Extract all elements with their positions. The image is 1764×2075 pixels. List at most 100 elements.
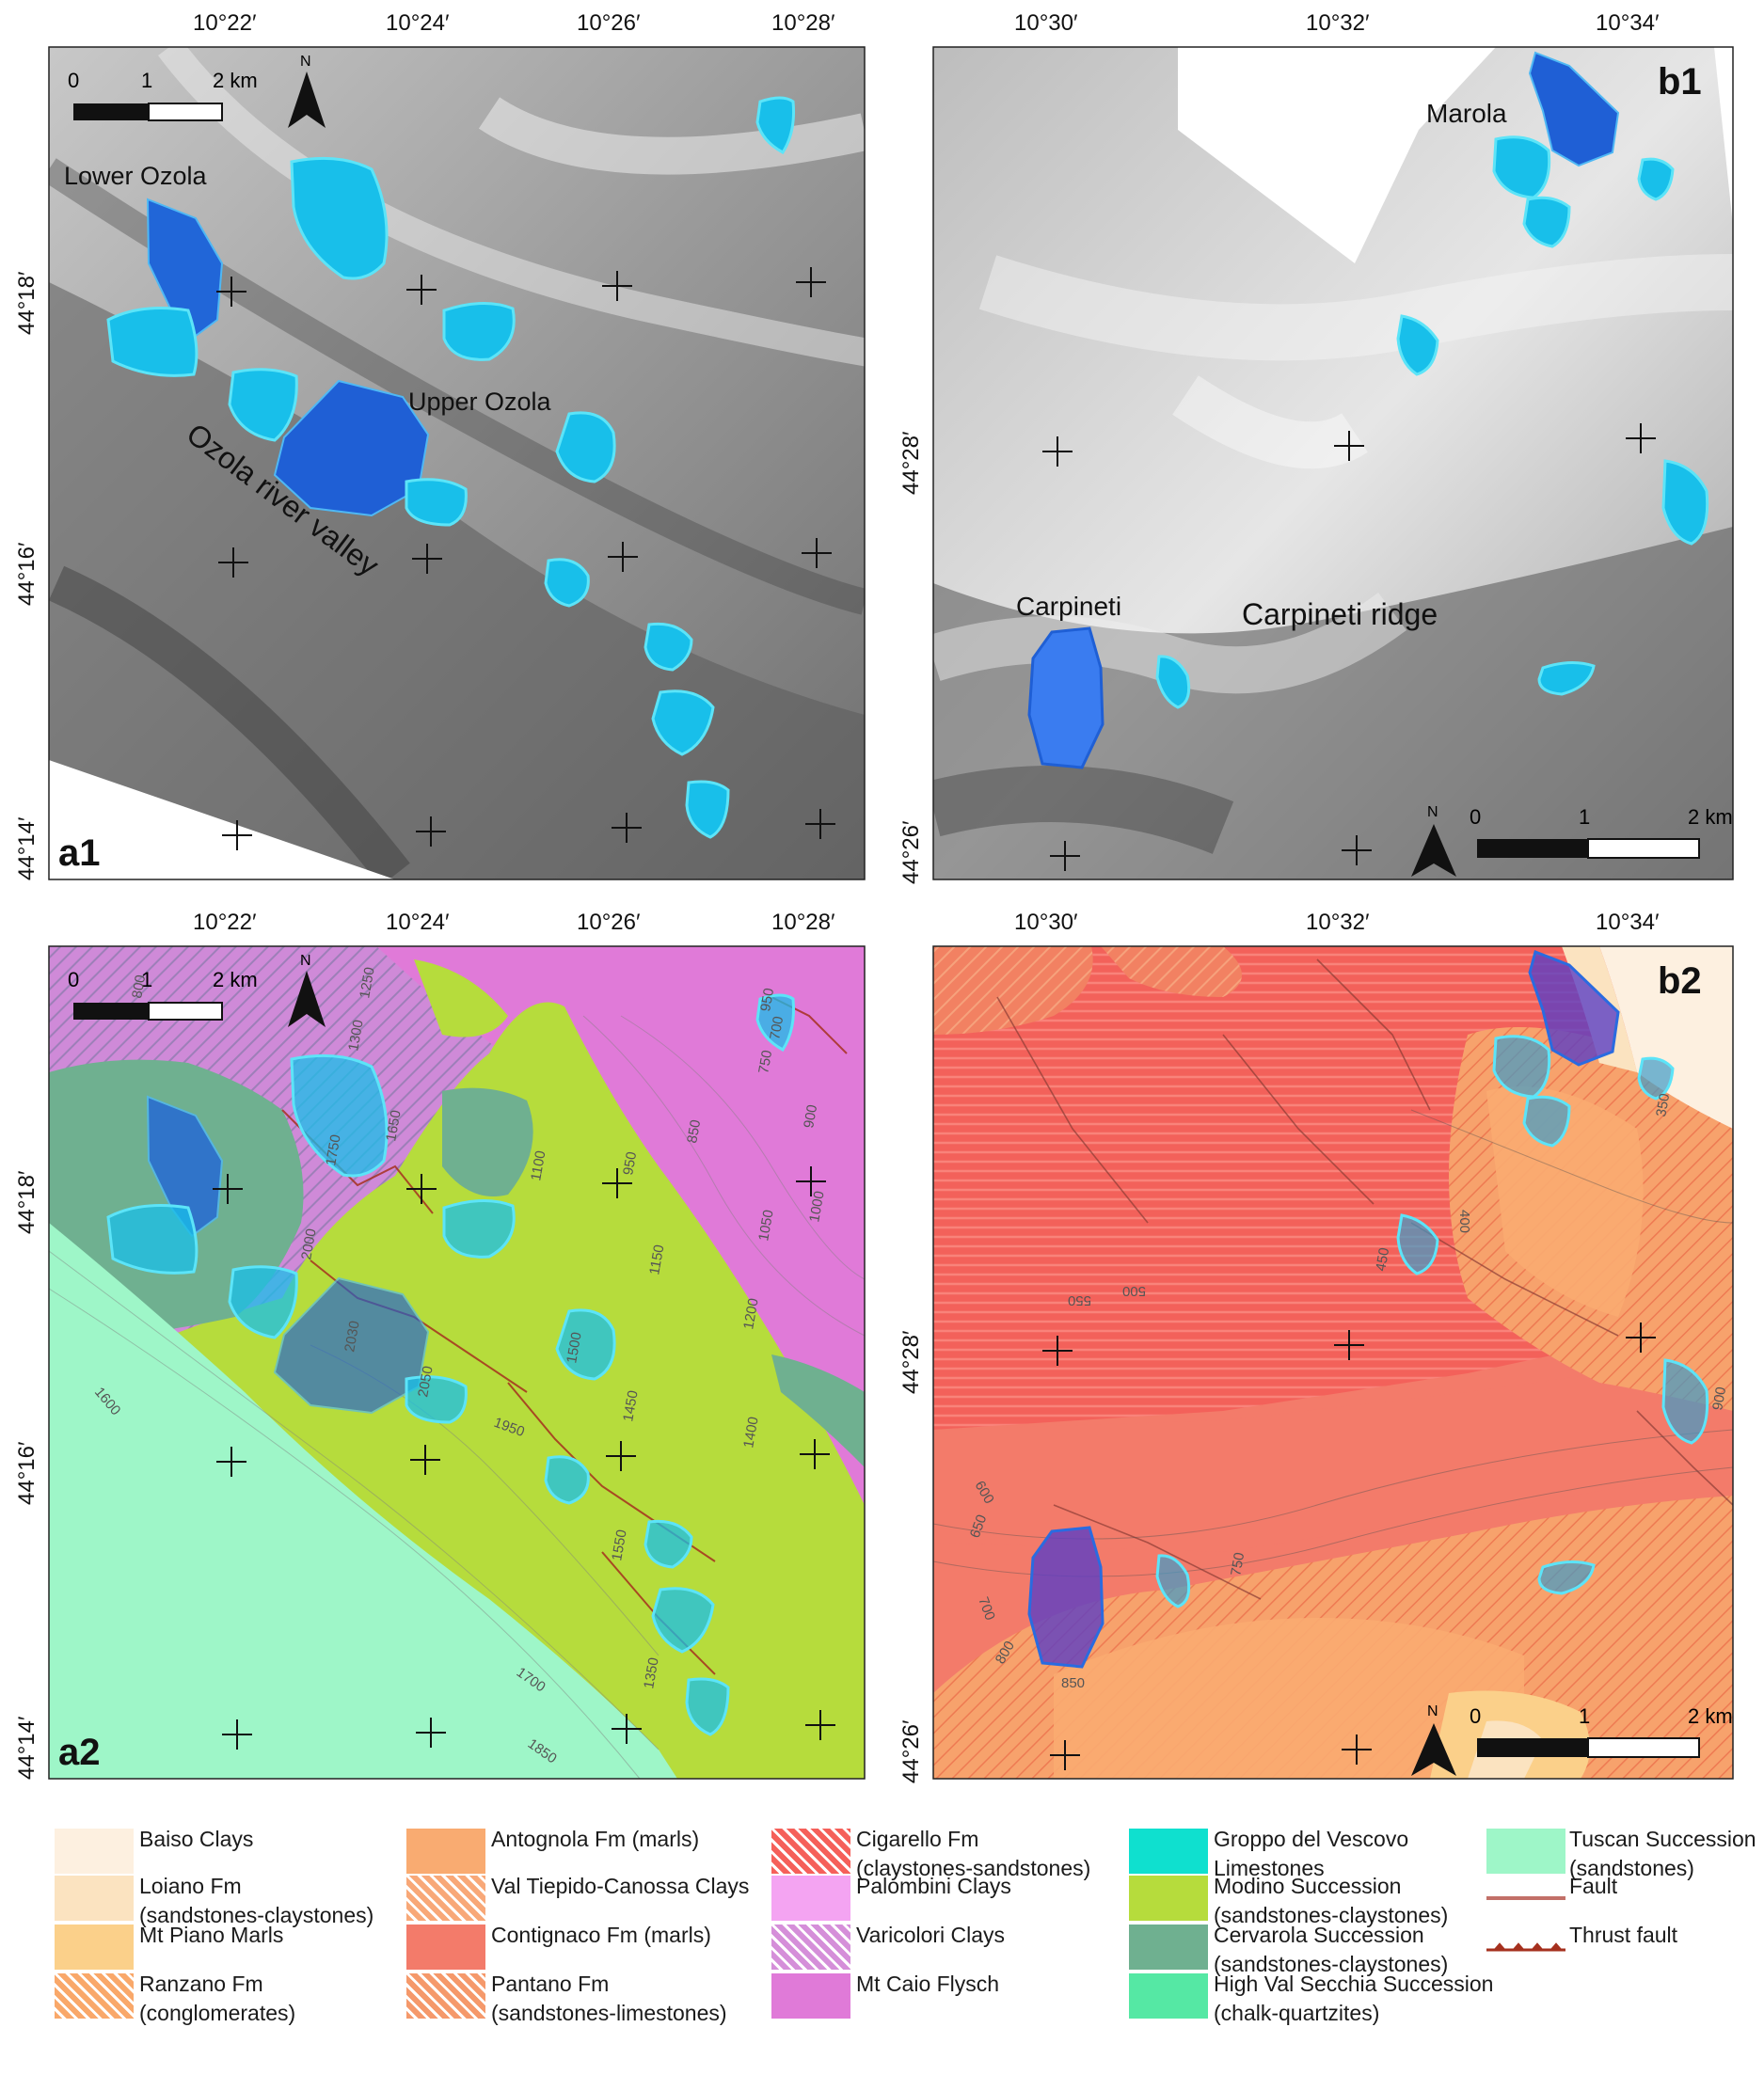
translational-landslides-b1: [1155, 135, 1709, 709]
legend-swatch-6: [406, 1925, 485, 1970]
svg-text:44°28′: 44°28′: [898, 431, 924, 495]
legend-swatch-17: [1486, 1896, 1565, 1900]
svg-text:700: 700: [767, 1015, 787, 1041]
translational-landslides-a2: [106, 993, 795, 1736]
legend-label-0: Baiso Clays: [139, 1827, 254, 1851]
svg-text:950: 950: [620, 1150, 640, 1177]
legend-swatch-9: [771, 1876, 850, 1921]
svg-text:10°32′: 10°32′: [1306, 910, 1370, 935]
legend-swatch-11: [771, 1973, 850, 2019]
graticule-a2: [213, 1166, 835, 1750]
svg-text:10°34′: 10°34′: [1596, 10, 1660, 36]
graticule-b2: [1042, 1323, 1656, 1770]
svg-text:1350: 1350: [641, 1656, 662, 1690]
north-arrow-a2: N: [288, 953, 326, 1027]
svg-text:44°16′: 44°16′: [14, 542, 40, 606]
scale-bar-b1: 0 1 2 km: [1470, 805, 1733, 859]
coordinate-labels: 10°22′ 10°24′ 10°26′ 10°28′ 10°30′ 10°32…: [14, 10, 1660, 1783]
legend-label-16: Tuscan Succession (sandstones): [1569, 1827, 1756, 1880]
svg-text:950: 950: [757, 987, 777, 1013]
svg-text:550: 550: [1068, 1292, 1091, 1308]
legend-label-1: Loiano Fm (sandstones-claystones): [139, 1874, 374, 1927]
legend-label-3: Ranzano Fm (conglomerates): [139, 1972, 296, 2025]
svg-text:900: 900: [801, 1103, 820, 1130]
legend-swatch-8: [771, 1829, 850, 1874]
svg-text:10°34′: 10°34′: [1596, 910, 1660, 935]
svg-text:10°24′: 10°24′: [386, 10, 450, 36]
label-lower-ozola: Lower Ozola: [64, 162, 208, 190]
panel-b2: 0 1 2 km N 350 400 450 500 550 600 650 7…: [932, 945, 1734, 1780]
label-carpineti: Carpineti: [1016, 592, 1121, 621]
svg-text:2050: 2050: [415, 1365, 437, 1399]
label-upper-ozola: Upper Ozola: [408, 388, 552, 416]
legend-label-9: Palombini Clays: [856, 1874, 1011, 1898]
landslide-marola-b2: [1528, 949, 1620, 1067]
panel-a2: 0 1 2 km N 800 1300 1250 950 700 750 165…: [48, 945, 866, 1780]
svg-text:800: 800: [129, 974, 149, 1000]
landslide-marola: [1528, 51, 1620, 167]
svg-text:44°26′: 44°26′: [898, 820, 924, 884]
svg-text:1000: 1000: [806, 1190, 828, 1224]
svg-text:10°30′: 10°30′: [1014, 10, 1078, 36]
label-marola: Marola: [1426, 99, 1507, 128]
scale-one: 1: [141, 69, 152, 92]
north-arrow-b2: N: [1411, 1703, 1456, 1776]
svg-text:1200: 1200: [740, 1297, 762, 1331]
legend-label-14: Cervarola Succession (sandstones-claysto…: [1214, 1923, 1449, 1976]
legend-label-6: Contignaco Fm (marls): [491, 1923, 711, 1947]
legend-swatch-7: [406, 1973, 485, 2019]
legend-label-12: Groppo del Vescovo Limestones: [1214, 1827, 1409, 1880]
svg-text:0: 0: [1470, 1704, 1481, 1728]
svg-text:1050: 1050: [755, 1209, 777, 1243]
svg-text:2030: 2030: [342, 1320, 363, 1354]
svg-text:44°18′: 44°18′: [14, 1170, 40, 1234]
svg-text:1400: 1400: [740, 1416, 762, 1449]
svg-text:1: 1: [141, 968, 152, 991]
legend-label-4: Antognola Fm (marls): [491, 1827, 700, 1851]
svg-text:1100: 1100: [528, 1149, 548, 1182]
svg-text:2 km: 2 km: [1688, 805, 1733, 829]
legend-label-15: High Val Secchia Succession (chalk-quart…: [1214, 1972, 1494, 2025]
graticule-a1: [216, 267, 835, 850]
svg-text:1750: 1750: [323, 1133, 344, 1167]
svg-text:N: N: [1427, 1703, 1438, 1719]
legend-swatch-10: [771, 1925, 850, 1970]
legend: Baiso Clays Loiano Fm (sandstones-claysto…: [0, 1806, 1764, 2075]
legend-swatch-0: [55, 1829, 134, 1874]
legend-label-7: Pantano Fm (sandstones-limestones): [491, 1972, 727, 2025]
svg-text:44°14′: 44°14′: [14, 1716, 40, 1780]
svg-text:750: 750: [1228, 1551, 1248, 1577]
legend-label-11: Mt Caio Flysch: [856, 1972, 1000, 1996]
translational-landslides-b2: [1155, 1035, 1709, 1608]
svg-text:850: 850: [684, 1118, 704, 1145]
svg-text:1150: 1150: [646, 1243, 667, 1276]
landslide-lower-ozola: [146, 198, 224, 341]
svg-text:1300: 1300: [345, 1019, 367, 1053]
legend-label-13: Modino Succession (sandstones-claystones…: [1214, 1874, 1449, 1927]
svg-text:10°28′: 10°28′: [771, 10, 835, 36]
north-arrow-b1: N: [1411, 804, 1456, 877]
svg-text:1250: 1250: [357, 966, 378, 1000]
svg-text:850: 850: [1061, 1675, 1085, 1691]
svg-text:10°32′: 10°32′: [1306, 10, 1370, 36]
legend-label-2: Mt Piano Marls: [139, 1923, 284, 1947]
legend-label-8: Cigarello Fm (claystones-sandstones): [856, 1827, 1091, 1880]
svg-text:0: 0: [68, 968, 79, 991]
legend-swatch-1: [55, 1876, 134, 1921]
panel-label-a2: a2: [58, 1732, 101, 1773]
scale-two: 2 km: [213, 69, 258, 92]
legend-label-18: Thrust fault: [1569, 1923, 1678, 1947]
svg-text:N: N: [1427, 804, 1438, 820]
svg-text:10°22′: 10°22′: [193, 910, 257, 935]
svg-text:1450: 1450: [620, 1389, 642, 1423]
svg-text:1650: 1650: [383, 1109, 405, 1143]
panel-label-a1: a1: [58, 832, 101, 874]
svg-text:1: 1: [1579, 805, 1590, 829]
svg-text:10°22′: 10°22′: [193, 10, 257, 36]
svg-text:10°30′: 10°30′: [1014, 910, 1078, 935]
svg-text:N: N: [300, 953, 311, 969]
panel-label-b2: b2: [1658, 960, 1702, 1002]
svg-text:900: 900: [1709, 1386, 1729, 1412]
legend-label-10: Varicolori Clays: [856, 1923, 1006, 1947]
